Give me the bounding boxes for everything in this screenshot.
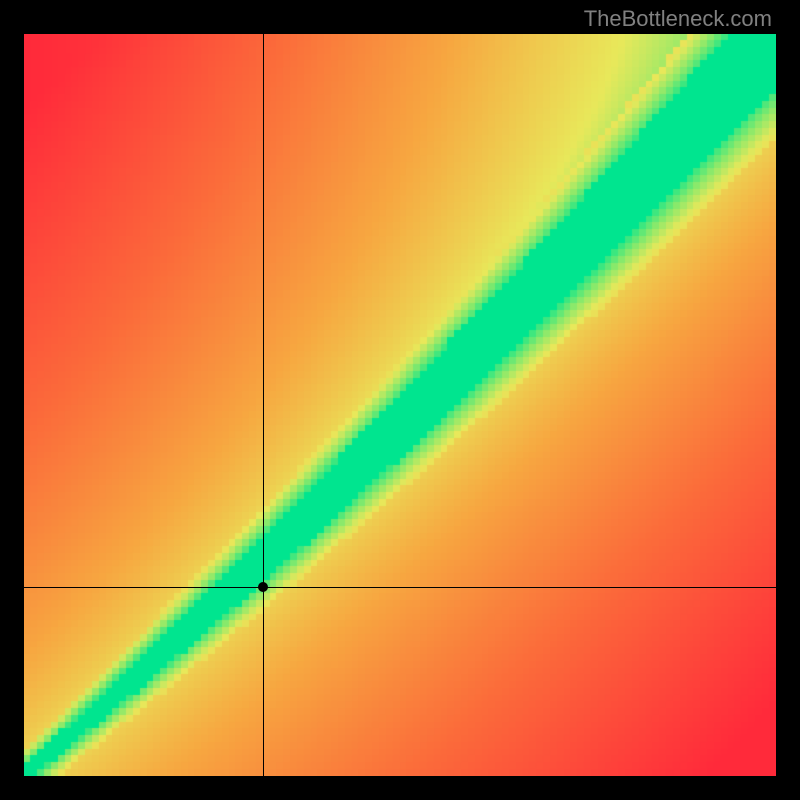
crosshair-marker bbox=[258, 582, 268, 592]
crosshair-vertical bbox=[263, 34, 264, 776]
heatmap-plot bbox=[24, 34, 776, 776]
watermark-text: TheBottleneck.com bbox=[584, 6, 772, 32]
crosshair-horizontal bbox=[24, 587, 776, 588]
heatmap-canvas bbox=[24, 34, 776, 776]
